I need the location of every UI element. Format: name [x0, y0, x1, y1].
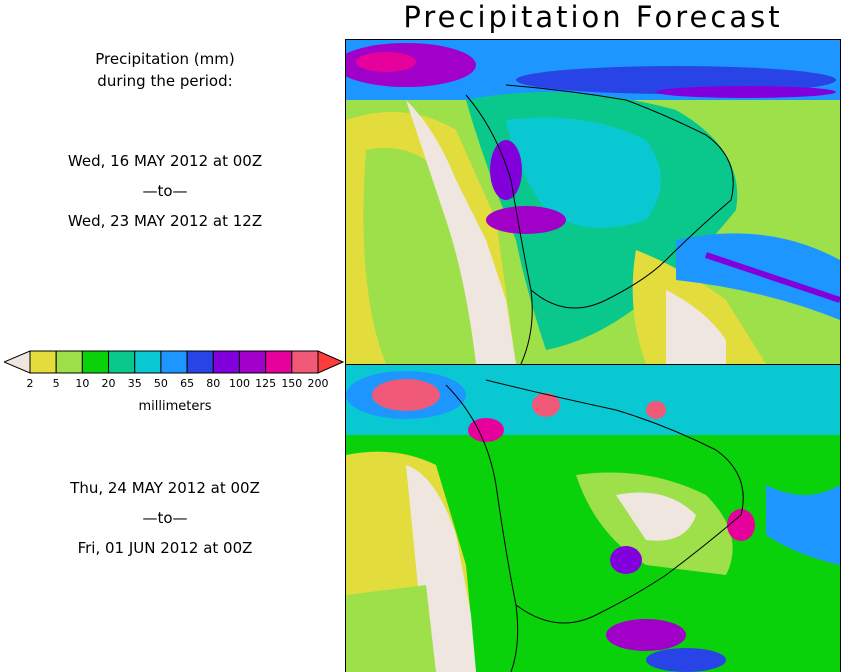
legend-color-box	[265, 350, 293, 374]
legend-color-box	[29, 350, 57, 374]
legend-label: 2	[26, 377, 34, 390]
legend-label: 10	[75, 377, 90, 390]
legend-label: 80	[206, 377, 221, 390]
legend-color-box	[160, 350, 188, 374]
period2-dates: Thu, 24 MAY 2012 at 00Z —to— Fri, 01 JUN…	[30, 473, 300, 563]
period-header-line2: during the period:	[97, 72, 233, 90]
legend-label: 20	[101, 377, 116, 390]
page-title: Precipitation Forecast	[403, 0, 783, 34]
legend-label: 50	[153, 377, 168, 390]
forecast-map-period1	[345, 39, 841, 365]
period1-end: Wed, 23 MAY 2012 at 12Z	[67, 212, 263, 230]
period1-start: Wed, 16 MAY 2012 at 00Z	[67, 152, 263, 170]
legend-color-box	[186, 350, 214, 374]
legend-arrow-left	[4, 350, 31, 374]
legend-label: 65	[180, 377, 195, 390]
period-header: Precipitation (mm) during the period:	[60, 48, 270, 92]
legend-label: 125	[255, 377, 277, 390]
legend-label: 200	[307, 377, 329, 390]
color-scale-bar	[4, 350, 344, 374]
legend-labels: 2 5 10 20 35 50 65 80 100 125 150 200	[18, 377, 329, 393]
legend-label: 150	[281, 377, 303, 390]
forecast-map-period2	[345, 364, 841, 672]
legend-color-box	[212, 350, 240, 374]
legend-color-box	[55, 350, 83, 374]
legend-color-box	[291, 350, 319, 374]
legend-color-box	[81, 350, 110, 374]
legend-label: 35	[127, 377, 142, 390]
legend-color-box	[108, 350, 136, 374]
legend-units: millimeters	[138, 399, 212, 414]
period2-end: Fri, 01 JUN 2012 at 00Z	[77, 539, 253, 557]
legend-label: 100	[228, 377, 250, 390]
legend-color-box	[238, 350, 267, 374]
legend-arrow-right	[317, 350, 344, 374]
period2-separator: —to—	[142, 509, 188, 527]
period-header-line1: Precipitation (mm)	[95, 50, 235, 68]
period1-dates: Wed, 16 MAY 2012 at 00Z —to— Wed, 23 MAY…	[30, 146, 300, 236]
legend-color-box	[134, 350, 162, 374]
period1-separator: —to—	[142, 182, 188, 200]
period2-start: Thu, 24 MAY 2012 at 00Z	[70, 479, 260, 497]
legend-label: 5	[52, 377, 60, 390]
